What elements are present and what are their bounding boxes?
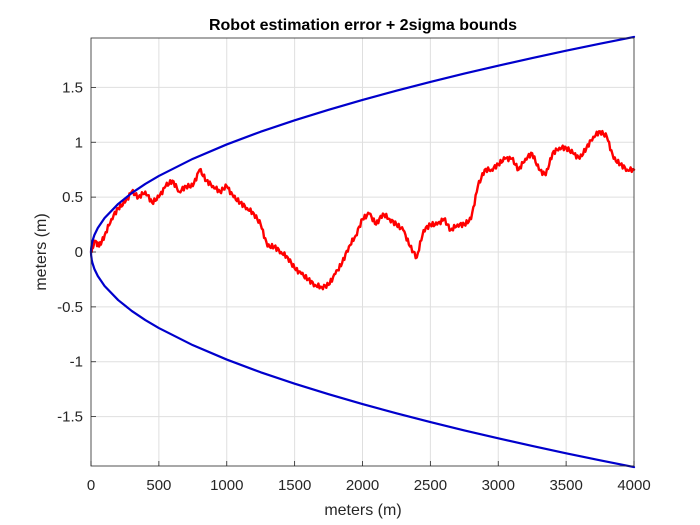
y-tick-label: -1: [70, 354, 83, 371]
chart-title: Robot estimation error + 2sigma bounds: [209, 17, 517, 34]
x-tick-label: 0: [87, 477, 95, 494]
y-tick-label: 0: [75, 244, 83, 261]
x-axis-label: meters (m): [324, 502, 401, 519]
error-line: [89, 129, 636, 291]
y-tick-label: 0.5: [62, 189, 83, 206]
x-tick-label: 1500: [278, 477, 311, 494]
y-tick-label: -0.5: [57, 299, 83, 316]
x-tick-label: 3500: [549, 477, 582, 494]
x-tick-label: 2000: [346, 477, 379, 494]
x-tick-label: 4000: [617, 477, 650, 494]
y-axis-label: meters (m): [33, 213, 50, 290]
x-tick-label: 3000: [482, 477, 515, 494]
data-series: [89, 35, 636, 469]
x-tick-label: 1000: [210, 477, 243, 494]
axis-ticks: 0 500 1000 1500 2000 2500 3000 3500 4000 -1.5 -1 -0…: [57, 79, 651, 494]
grid-lines: [91, 38, 634, 466]
upper-bound-line: [89, 35, 636, 254]
y-tick-label: 1.5: [62, 79, 83, 96]
lower-bound-line: [89, 250, 636, 469]
x-tick-label: 500: [146, 477, 171, 494]
x-tick-label: 2500: [414, 477, 447, 494]
y-tick-label: 1: [75, 134, 83, 151]
y-tick-label: -1.5: [57, 409, 83, 426]
